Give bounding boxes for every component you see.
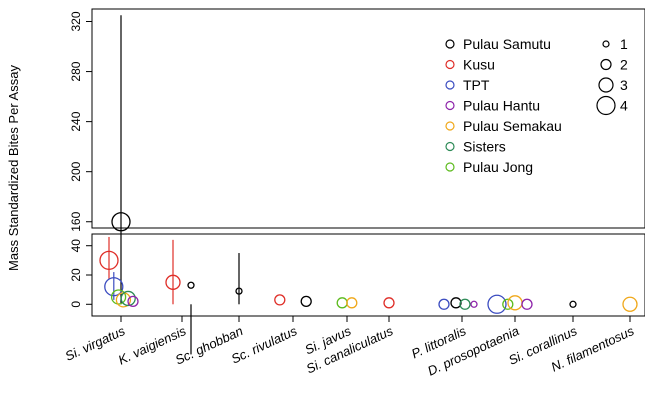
legend-label: Pulau Semakau (463, 118, 562, 134)
legend-label: Pulau Hantu (463, 98, 540, 114)
size-legend-marker (600, 58, 612, 71)
data-point (470, 300, 478, 308)
data-point (521, 298, 533, 310)
data-point (274, 294, 286, 306)
data-point (622, 296, 638, 312)
data-point (383, 297, 395, 309)
y-tick-label: 160 (69, 211, 83, 231)
legend-label: Pulau Jong (463, 159, 533, 175)
data-point (450, 297, 462, 309)
data-point (438, 298, 450, 310)
data-point (487, 294, 507, 314)
legend-label: TPT (463, 77, 490, 93)
data-point (127, 295, 139, 308)
legend-marker (445, 80, 455, 90)
y-tick-label: 0 (69, 301, 83, 308)
data-point (336, 297, 348, 309)
data-point (300, 295, 312, 308)
size-legend-marker (598, 77, 614, 93)
y-tick-label: 200 (69, 161, 83, 181)
size-legend-marker (602, 40, 610, 48)
data-point (346, 297, 358, 309)
data-points (99, 212, 638, 314)
legend-label: Sisters (463, 139, 506, 155)
upper-panel-frame (91, 8, 645, 229)
legend-marker (445, 162, 455, 172)
data-point (120, 290, 136, 307)
legend-label: Pulau Samutu (463, 36, 551, 52)
x-tick-label: D. prosopotaenia (425, 323, 521, 378)
legend-marker (445, 121, 455, 131)
data-point (111, 212, 131, 232)
upper-y-axis: 160 200 240 280 320 (69, 11, 92, 232)
data-point (569, 300, 577, 308)
data-point (507, 295, 523, 311)
data-point (502, 298, 514, 310)
size-legend-label: 2 (620, 57, 628, 73)
legend-marker (445, 39, 455, 49)
legend-marker (445, 100, 455, 111)
y-tick-label: 240 (69, 111, 83, 131)
y-tick-label: 280 (69, 61, 83, 81)
data-point (104, 277, 124, 297)
size-legend-label: 3 (620, 77, 628, 93)
y-tick-label: 20 (69, 268, 83, 282)
error-bars (108, 15, 240, 355)
legend-label: Kusu (463, 57, 495, 73)
size-legend-label: 1 (620, 36, 628, 52)
legend-marker (445, 59, 455, 70)
lower-y-axis: 0 20 40 (69, 239, 92, 308)
size-legend: 1 2 3 4 (596, 36, 628, 116)
data-point (99, 250, 119, 271)
data-point (165, 274, 181, 290)
data-point (110, 289, 127, 305)
y-axis-title: Mass Standardized Bites Per Assay (6, 65, 21, 271)
y-tick-label: 320 (69, 11, 83, 31)
data-point (187, 281, 195, 289)
size-legend-marker (596, 95, 616, 116)
size-legend-label: 4 (620, 98, 628, 114)
data-point (235, 287, 243, 295)
data-point (459, 298, 471, 310)
legend: Pulau Samutu Kusu TPT Pulau Hantu Pulau Sema… (445, 36, 562, 175)
legend-marker (445, 141, 455, 152)
y-tick-label: 40 (69, 239, 83, 253)
